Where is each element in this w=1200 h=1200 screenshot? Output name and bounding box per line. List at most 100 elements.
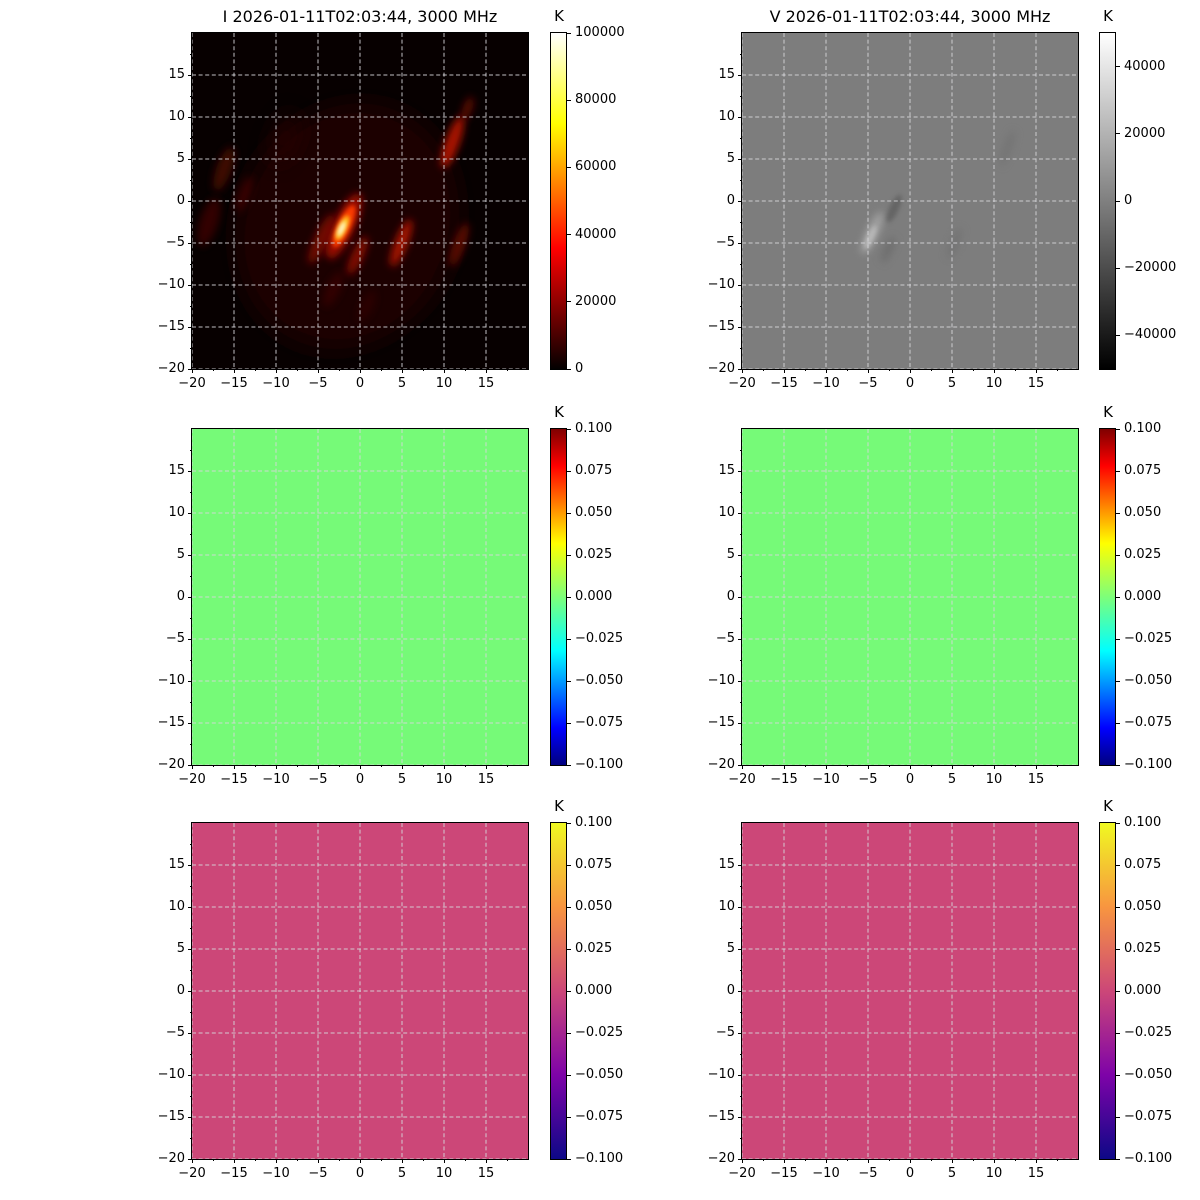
colorbar-tick (567, 428, 571, 430)
y-tick-label: −20 (157, 1151, 185, 1166)
colorbar-tick (567, 1158, 571, 1160)
emission-streak (357, 290, 376, 322)
y-tick-label: −15 (707, 319, 735, 334)
x-major-tick (275, 765, 277, 769)
x-major-tick (867, 765, 869, 769)
emission-streak (213, 147, 235, 191)
x-minor-tick (972, 1159, 974, 1161)
y-major-tick (738, 1116, 742, 1118)
x-major-tick (275, 369, 277, 373)
colorbar-unit-label: K (554, 797, 564, 815)
x-major-tick (191, 369, 193, 373)
x-tick-label: −10 (812, 1166, 840, 1181)
x-tick-label: −10 (262, 376, 290, 391)
colorbar-residual-left: K 0.100 0.075 0.050 0.025 0.000 −0.025 −0.050 −… (550, 403, 623, 772)
y-major-tick (738, 284, 742, 286)
y-tick-label: −15 (157, 1109, 185, 1124)
x-major-tick (783, 369, 785, 373)
colorbar-tick (567, 864, 571, 866)
colorbar-tick (1116, 554, 1120, 556)
x-major-tick (993, 369, 995, 373)
x-minor-tick (846, 369, 848, 371)
colorbar-tick-label: 0 (575, 361, 584, 376)
y-tick-label: −20 (157, 757, 185, 772)
y-minor-tick (190, 885, 192, 887)
y-tick-label: 5 (726, 941, 735, 956)
y-tick-label: −10 (707, 673, 735, 688)
x-major-tick (485, 765, 487, 769)
x-minor-tick (464, 765, 466, 767)
emission-streak (881, 236, 896, 263)
colorbar-tick-label: 0.050 (1124, 899, 1162, 914)
x-tick-label: 15 (1027, 376, 1045, 391)
x-tick-label: −10 (262, 772, 290, 787)
colorbar-tick (1116, 267, 1120, 269)
y-tick-label: 0 (726, 983, 735, 998)
y-tick-label: −20 (707, 361, 735, 376)
y-tick-label: −5 (165, 1025, 185, 1040)
colorbar-unit-label: K (1103, 797, 1113, 815)
x-minor-tick (296, 369, 298, 371)
x-minor-tick (1014, 1159, 1016, 1161)
y-tick-label: −15 (157, 319, 185, 334)
x-tick-label: 0 (905, 772, 915, 787)
heatmap-canvas (742, 33, 1078, 369)
colorbar-tick-label: 0.075 (575, 463, 613, 478)
x-minor-tick (888, 1159, 890, 1161)
y-tick-label: 0 (176, 983, 185, 998)
y-major-tick (738, 116, 742, 118)
y-tick-label: 0 (726, 589, 735, 604)
y-minor-tick (190, 701, 192, 703)
colorbar-tick-label: 0.025 (575, 547, 613, 562)
colorbar-stokes-i: K 100000 80000 60000 40000 20000 0 (550, 7, 625, 376)
colorbar-tick-label: 0.100 (575, 421, 613, 436)
y-minor-tick (740, 137, 742, 139)
y-major-tick (738, 1158, 742, 1160)
y-tick-label: 10 (168, 109, 185, 124)
colorbar-tick (1116, 1158, 1120, 1160)
y-tick-label: 5 (176, 547, 185, 562)
colorbar-tick-label: 0.100 (1124, 815, 1162, 830)
y-major-tick (188, 864, 192, 866)
colorbar-tick (1116, 66, 1120, 68)
colorbar-model-right: K 0.100 0.075 0.050 0.025 0.000 −0.025 −0.050 −… (1099, 797, 1172, 1166)
x-major-tick (825, 369, 827, 373)
colorbar-gradient (1099, 32, 1116, 370)
x-major-tick (401, 1159, 403, 1163)
y-tick-label: −5 (715, 235, 735, 250)
x-minor-tick (296, 1159, 298, 1161)
x-tick-label: −10 (812, 772, 840, 787)
x-major-tick (741, 369, 743, 373)
x-minor-tick (1056, 765, 1058, 767)
y-major-tick (738, 470, 742, 472)
x-major-tick (951, 369, 953, 373)
y-major-tick (738, 722, 742, 724)
x-minor-tick (380, 1159, 382, 1161)
y-major-tick (738, 326, 742, 328)
x-tick-label: 10 (435, 376, 453, 391)
y-tick-label: 5 (726, 547, 735, 562)
emission-streak (337, 221, 346, 237)
x-tick-label: 0 (905, 376, 915, 391)
x-tick-label: 5 (397, 772, 407, 787)
y-major-tick (188, 596, 192, 598)
y-major-tick (738, 512, 742, 514)
colorbar-unit-label: K (554, 403, 564, 421)
y-major-tick (738, 596, 742, 598)
x-minor-tick (1056, 369, 1058, 371)
y-major-tick (188, 368, 192, 370)
y-minor-tick (740, 617, 742, 619)
colorbar-tick (567, 166, 571, 168)
x-major-tick (359, 1159, 361, 1163)
colorbar-tick-label: 60000 (575, 159, 617, 175)
colorbar-tick (567, 722, 571, 724)
y-tick-label: 0 (726, 193, 735, 208)
x-major-tick (741, 1159, 743, 1163)
y-major-tick (188, 638, 192, 640)
y-minor-tick (740, 449, 742, 451)
colorbar-tick (1116, 722, 1120, 724)
y-minor-tick (190, 659, 192, 661)
x-major-tick (233, 765, 235, 769)
x-major-tick (867, 369, 869, 373)
y-tick-label: 5 (726, 151, 735, 166)
